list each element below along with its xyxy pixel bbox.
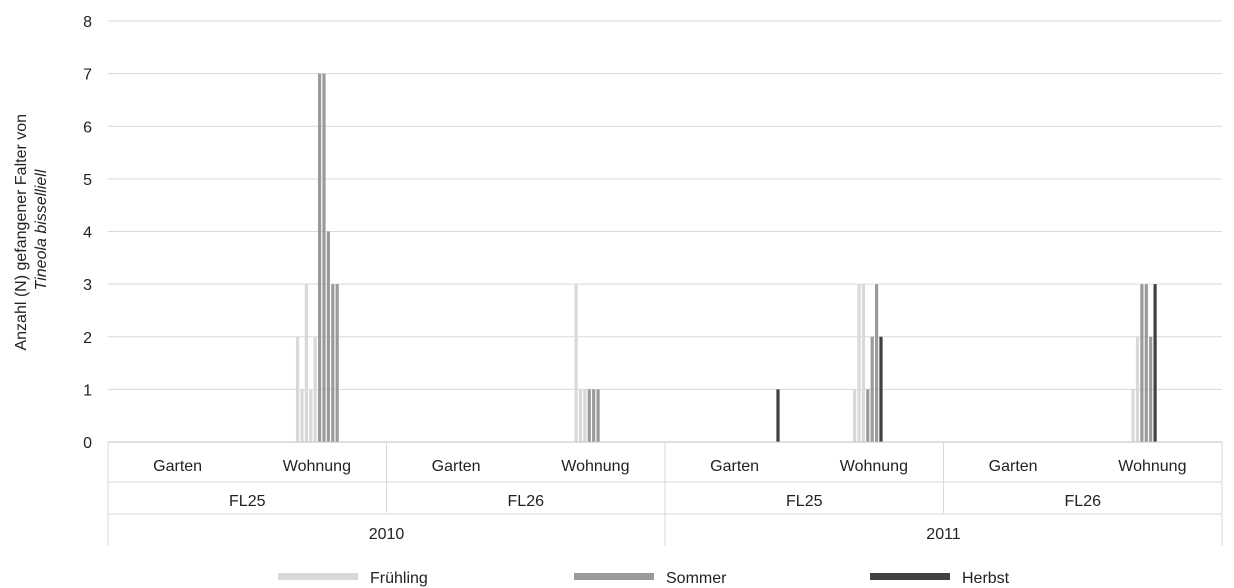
bars: [295, 73, 1157, 442]
y-tick-labels: 0 1 2 3 4 5 6 7 8: [83, 14, 92, 452]
y-tick-2: 2: [83, 330, 92, 347]
bar-2010-FL25-wohnung-3: [309, 389, 313, 442]
bar-2011-FL25-wohnung-6: [879, 336, 883, 442]
bar-2011-FL26-wohnung-2: [1140, 284, 1144, 442]
y-tick-7: 7: [83, 67, 92, 84]
bar-2011-FL25-wohnung-4: [870, 336, 874, 442]
category-axis: Garten Wohnung FL25 Garten Wohnung FL26 Garten…: [107, 441, 1223, 546]
y-tick-4: 4: [83, 225, 92, 242]
bar-2010-FL26-wohnung-2: [583, 389, 587, 442]
category-label-garten-3: Garten: [989, 458, 1038, 475]
bar-2011-FL25-wohnung-3: [866, 389, 870, 442]
year-label-2010: 2010: [369, 526, 405, 543]
trap-label-3: FL26: [1065, 493, 1102, 510]
y-tick-1: 1: [83, 382, 92, 399]
bar-2010-FL26-wohnung-4: [592, 389, 596, 442]
bar-2010-FL25-wohnung-2: [304, 284, 308, 442]
category-label-garten-2: Garten: [710, 458, 759, 475]
legend-label-1: Sommer: [666, 570, 727, 587]
bar-2011-FL25-wohnung-2: [861, 284, 865, 442]
legend: Frühling Sommer Herbst: [278, 570, 1010, 587]
bar-2011-FL25-wohnung-0: [852, 389, 857, 442]
bar-2010-FL25-wohnung-1: [300, 389, 304, 442]
bar-2011-FL26-wohnung-0: [1131, 389, 1135, 442]
bar-2011-FL25-wohnung-5: [874, 284, 879, 442]
bar-2010-FL25-wohnung-5: [317, 73, 322, 442]
trap-label-2: FL25: [786, 493, 823, 510]
bar-2011-FL26-wohnung-5: [1153, 284, 1157, 442]
category-label-wohnung-1: Wohnung: [561, 458, 629, 475]
legend-label-0: Frühling: [370, 570, 428, 587]
y-tick-5: 5: [83, 172, 92, 189]
legend-label-2: Herbst: [962, 570, 1010, 587]
y-axis-title: Anzahl (N) gefangener Falter von Tineola…: [13, 109, 50, 350]
bar-2010-FL25-wohnung-7: [326, 231, 330, 442]
bar-2011-FL26-wohnung-4: [1149, 336, 1153, 442]
bar-2010-FL26-wohnung-0: [574, 284, 578, 442]
y-tick-3: 3: [83, 277, 92, 294]
bar-2011-FL25-wohnung-1: [857, 284, 861, 442]
legend-swatch-0: [278, 573, 358, 580]
legend-swatch-2: [870, 573, 950, 580]
bar-2010-FL25-wohnung-4: [313, 336, 317, 442]
bar-2011-FL26-wohnung-3: [1144, 284, 1148, 442]
bar-2010-FL25-wohnung-8: [331, 284, 335, 442]
category-label-garten-0: Garten: [153, 458, 202, 475]
bar-2010-FL25-wohnung-6: [322, 73, 326, 442]
trap-label-0: FL25: [229, 493, 266, 510]
gridlines: [108, 20, 1222, 443]
category-label-wohnung-0: Wohnung: [283, 458, 351, 475]
y-tick-6: 6: [83, 119, 92, 136]
trap-label-1: FL26: [508, 493, 545, 510]
y-tick-0: 0: [83, 435, 92, 452]
bar-2010-FL25-wohnung-9: [335, 284, 339, 442]
category-label-garten-1: Garten: [432, 458, 481, 475]
category-label-wohnung-3: Wohnung: [1118, 458, 1186, 475]
y-tick-8: 8: [83, 14, 92, 31]
year-label-2011: 2011: [926, 526, 961, 543]
bar-2011-FL25-garten-0: [776, 389, 780, 442]
bar-2011-FL26-wohnung-1: [1135, 336, 1140, 442]
y-axis-title-line1: Anzahl (N) gefangener Falter von: [13, 114, 30, 351]
legend-swatch-1: [574, 573, 654, 580]
category-label-wohnung-2: Wohnung: [840, 458, 908, 475]
bar-2010-FL26-wohnung-1: [578, 389, 583, 442]
bar-2010-FL26-wohnung-5: [596, 389, 600, 442]
bar-2010-FL26-wohnung-3: [587, 389, 591, 442]
bar-2010-FL25-wohnung-0: [295, 336, 300, 442]
y-axis-title-line2: Tineola bisselliell: [33, 169, 50, 290]
